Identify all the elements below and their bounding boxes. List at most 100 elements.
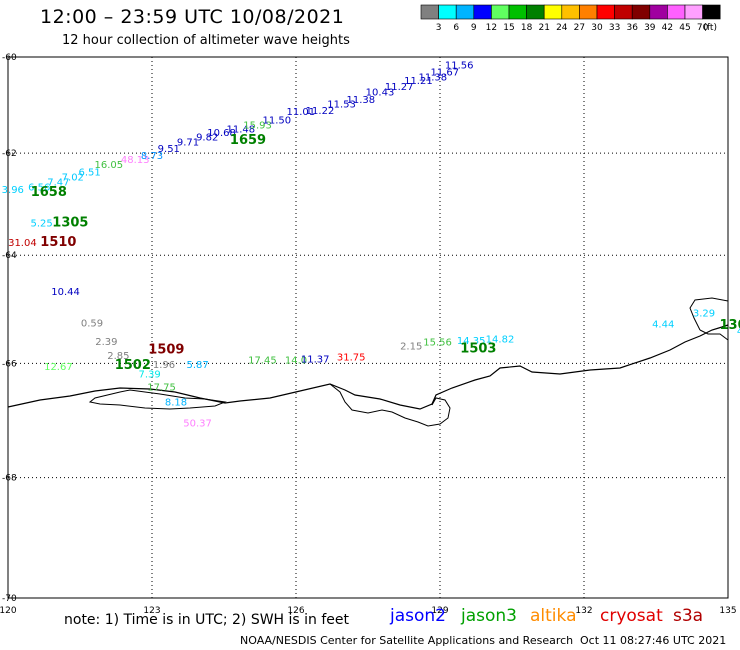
wave-height-label: 10.68 [207,128,236,139]
legend-swatch [526,4,545,20]
wave-height-label: 6.56 [28,183,50,194]
pass-time-label: 1502 [115,358,151,373]
wave-height-label: 12.67 [44,362,73,373]
wave-height-label: 3.96 [2,185,24,196]
legend-tick-label: 24 [556,23,568,33]
lon-tick-label: 129 [431,606,448,616]
legend-swatch [596,4,615,20]
wave-height-label: 4 [737,327,740,338]
wave-height-label: 11.38 [346,95,375,106]
wave-height-label: 7.39 [138,369,160,380]
satellite-cryosat-label: cryosat [600,606,663,626]
legend-tick-label: 15 [503,23,514,33]
wave-height-label: 11.53 [327,100,356,111]
wave-height-label: 4.44 [652,320,674,331]
legend-swatch [614,4,633,20]
wave-height-label: 2.15 [400,342,422,353]
legend-swatch [561,4,580,20]
footer-timestamp: Oct 11 08:27:46 UTC 2021 [580,634,727,647]
color-legend: 3 6 9 12 15 18 21 24 27 30 33 36 39 42 45 70(ft) [420,4,721,33]
wave-height-label: 11.56 [445,61,474,72]
legend-tick-label: 45 [679,23,690,33]
legend-swatch [491,4,510,20]
wave-height-label: 6.51 [78,168,100,179]
wave-height-label: 2.39 [95,337,117,348]
satellite-jason3-label: jason3 [461,606,517,626]
wave-height-label: 17.45 [248,355,277,366]
legend-tick-label: 27 [574,23,585,33]
legend-swatch [631,4,651,20]
lon-tick-label: 123 [143,606,160,616]
legend-swatch [420,4,439,20]
wave-height-label: 8.18 [165,398,187,409]
wave-height-label: 10.44 [51,287,80,298]
footer-note: note: 1) Time is in UTC; 2) SWH is in fe… [64,612,350,628]
wave-height-label: 5.87 [186,360,208,371]
legend-tick-label: 3 [436,23,442,33]
legend-swatch [702,4,721,20]
wave-height-label: 11.50 [262,116,291,127]
wave-height-label: 15.56 [423,338,452,349]
legend-tick-label: 36 [626,23,638,33]
wave-height-label: 10.43 [366,88,395,99]
wave-height-label: 14.35 [457,336,486,347]
coastline-bay [329,383,451,427]
map-title: 12:00 – 23:59 UTC 10/08/2021 [40,6,345,28]
coastline-main [7,324,729,410]
legend-unit-label: (ft) [703,23,717,33]
legend-swatch [579,4,598,20]
coastline-inlet [88,389,227,410]
legend-swatch [684,4,703,20]
wave-height-label: 5.25 [30,219,52,230]
wave-height-label: 16.05 [94,160,123,171]
legend-tick-label: 33 [609,23,620,33]
pass-time-label: 1509 [148,342,184,357]
legend-swatch [473,4,492,20]
wave-height-label: 11.21 [404,76,433,87]
wave-height-label: 1.96 [153,360,175,371]
legend-swatch [455,4,475,20]
legend-swatch [543,4,563,20]
wave-height-label: 9.71 [177,138,199,149]
lat-tick-label: -62 [2,149,17,159]
lon-tick-label: 132 [575,606,592,616]
pass-time-label: 1510 [40,235,76,250]
lat-tick-label: -68 [2,474,17,484]
lat-tick-label: -64 [2,251,17,261]
legend-tick-label: 6 [453,23,459,33]
satellite-jason2-label: jason2 [390,606,446,626]
wave-height-label: 2.85 [107,351,129,362]
legend-tick-label: 30 [591,23,603,33]
wave-height-label: 31.04 [8,238,37,249]
lon-tick-label: 126 [287,606,304,616]
antarctic-coastline [7,297,729,427]
map-frame [7,56,729,599]
legend-swatch [438,4,457,20]
legend-swatch [667,4,686,20]
axis-labels: 120 123 126 129 132 135 -60 -62 -64 -66 -68 -70 [0,53,737,616]
legend-swatch [649,4,668,20]
wave-height-label: 8.73 [141,151,163,162]
wave-height-label: 3.29 [693,309,715,320]
pass-time-label: 1503 [460,341,496,356]
lat-tick-label: -66 [2,359,17,369]
legend-tick-label: 70 [697,23,709,33]
legend-tick-label: 21 [538,23,549,33]
wave-height-label: 11.01 [286,107,315,118]
wave-height-label: 11.27 [385,82,414,93]
satellite-s3a-label: s3a [673,606,704,626]
wave-height-label: 17.75 [147,382,176,393]
wave-height-label: 9.82 [196,133,218,144]
wave-height-labels: 3.96 6.567.477.026.5116.0548.138.739.519.… [2,61,740,430]
wave-height-label: 11.67 [430,68,459,79]
wave-height-label: 11.37 [301,354,330,365]
wave-height-label: 0.59 [81,319,103,330]
wave-height-label: 11.48 [226,124,255,135]
footer-credit: NOAA/NESDIS Center for Satellite Applica… [240,634,574,647]
wave-height-label: 7.47 [47,178,69,189]
lon-tick-label: 135 [719,606,736,616]
legend-tick-label: 9 [471,23,477,33]
lon-tick-label: 120 [0,606,17,616]
lat-tick-label: -60 [2,53,17,63]
